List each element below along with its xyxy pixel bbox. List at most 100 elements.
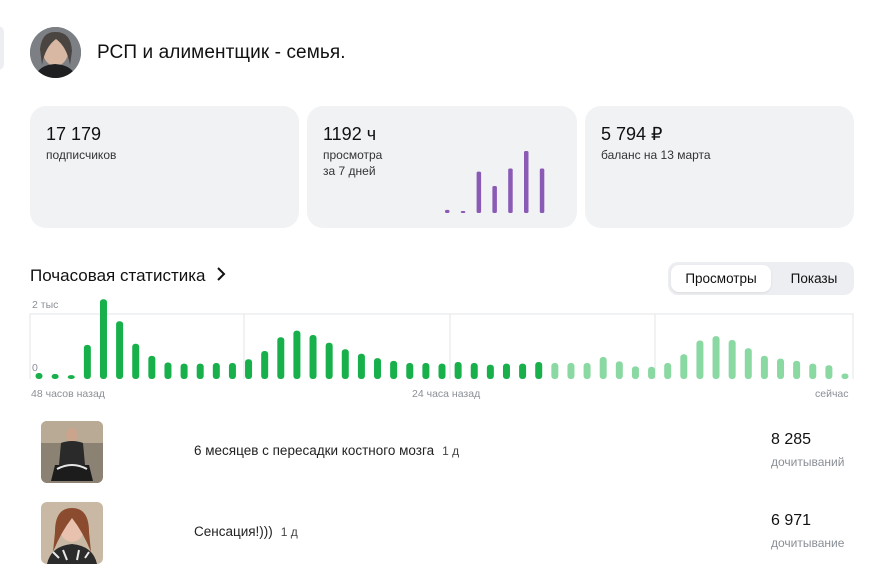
hourly-bar[interactable] (325, 342, 333, 379)
tab-views[interactable]: Просмотры (671, 265, 771, 292)
list-item[interactable]: Сенсация!))) 1 д 6 971 дочитывание (0, 502, 881, 564)
hourly-bar[interactable] (357, 353, 365, 379)
hourly-bar[interactable] (760, 355, 768, 379)
hourly-bar[interactable] (648, 366, 656, 379)
hourly-stats-link[interactable]: Почасовая статистика (30, 266, 226, 286)
video-age: 1 д (442, 444, 460, 458)
views-bar (524, 151, 529, 213)
hourly-bar[interactable] (422, 363, 430, 379)
hourly-bar[interactable] (245, 359, 253, 379)
hourly-bar[interactable] (148, 355, 156, 379)
hourly-bar[interactable] (116, 321, 124, 379)
views-bar (445, 209, 450, 213)
hourly-bar[interactable] (793, 360, 801, 379)
hourly-bar[interactable] (35, 372, 43, 379)
hourly-bar[interactable] (261, 350, 269, 379)
subscribers-value: 17 179 (46, 124, 102, 144)
tab-impressions[interactable]: Показы (790, 271, 838, 286)
views-label-line2: за 7 дней (323, 164, 376, 178)
video-title-text: Сенсация!))) (194, 524, 273, 539)
views-bar (476, 171, 482, 213)
hourly-bar[interactable] (535, 361, 543, 379)
hourly-bar[interactable] (615, 361, 623, 379)
hourly-bar[interactable] (67, 375, 75, 379)
views-bar (460, 211, 466, 213)
hourly-bar[interactable] (309, 335, 317, 379)
hourly-bar[interactable] (680, 354, 688, 379)
hourly-bar[interactable] (180, 363, 188, 379)
hourly-bar[interactable] (825, 365, 833, 379)
hourly-bar[interactable] (696, 340, 704, 380)
hourly-bar[interactable] (341, 349, 349, 379)
video-title-text: 6 месяцев с пересадки костного мозга (194, 443, 435, 458)
hourly-bar[interactable] (83, 344, 91, 379)
hourly-bar[interactable] (406, 363, 414, 379)
hourly-bar[interactable] (454, 361, 462, 379)
hourly-bar[interactable] (486, 364, 494, 379)
hourly-chart (29, 299, 854, 380)
balance-card[interactable]: 5 794 ₽ баланс на 13 марта (585, 106, 854, 228)
chart-frame (29, 313, 854, 379)
views-value: 1192 ч (323, 124, 377, 144)
channel-title: РСП и алиментщик - семья. (97, 41, 346, 63)
hourly-bar[interactable] (712, 336, 720, 379)
hourly-bar[interactable] (583, 363, 591, 379)
x-label-24h: 24 часа назад (412, 388, 481, 400)
views-label-line1: просмотра (323, 148, 383, 162)
hourly-bar[interactable] (728, 339, 736, 379)
hourly-bar[interactable] (567, 363, 575, 379)
video-read-count: 6 971 (771, 512, 812, 529)
hourly-bar[interactable] (212, 363, 220, 379)
hourly-bar[interactable] (664, 363, 672, 379)
views-sparkline (445, 151, 545, 213)
video-title[interactable]: 6 месяцев с пересадки костного мозга 1 д (194, 443, 459, 458)
hourly-bar[interactable] (293, 330, 301, 379)
views-card[interactable]: 1192 ч просмотра за 7 дней (307, 106, 577, 228)
hourly-bar[interactable] (470, 363, 478, 379)
metric-toggle: Просмотры Показы (668, 262, 854, 295)
list-item[interactable]: 6 месяцев с пересадки костного мозга 1 д … (0, 421, 881, 483)
hourly-bar[interactable] (599, 357, 607, 379)
channel-header: РСП и алиментщик - семья. (30, 27, 346, 78)
hourly-bar[interactable] (51, 374, 59, 379)
hourly-bar[interactable] (228, 363, 236, 379)
video-read-count-label: дочитываний (771, 455, 845, 469)
hourly-bar[interactable] (132, 343, 140, 379)
hourly-bar[interactable] (809, 363, 817, 379)
video-thumbnail[interactable] (41, 502, 103, 564)
video-read-count-label: дочитывание (771, 536, 845, 550)
hourly-bar[interactable] (438, 363, 446, 379)
balance-label: баланс на 13 марта (601, 148, 711, 162)
views-bar (508, 168, 513, 213)
y-axis-top-label: 2 тыс (32, 299, 59, 311)
video-thumbnail[interactable] (41, 421, 103, 483)
hourly-bar[interactable] (777, 358, 785, 379)
hourly-bar[interactable] (277, 337, 285, 379)
x-label-now: сейчас (815, 388, 849, 400)
subscribers-label: подписчиков (46, 148, 117, 162)
hourly-bar[interactable] (519, 363, 527, 379)
chevron-right-icon (216, 266, 226, 286)
hourly-bar[interactable] (99, 299, 107, 379)
video-read-count: 8 285 (771, 431, 812, 448)
hourly-bar[interactable] (196, 363, 204, 379)
video-title[interactable]: Сенсация!))) 1 д (194, 524, 298, 539)
hourly-bar[interactable] (551, 363, 559, 379)
hourly-bar[interactable] (841, 373, 849, 380)
subscribers-card[interactable]: 17 179 подписчиков (30, 106, 299, 228)
hourly-bar[interactable] (631, 366, 639, 379)
views-bar (539, 168, 545, 213)
subscribers-sparkline (30, 106, 299, 228)
hourly-bar[interactable] (744, 348, 752, 379)
hourly-bar[interactable] (390, 360, 398, 379)
views-label: просмотра за 7 дней (323, 147, 382, 179)
y-axis-zero-label: 0 (32, 362, 38, 374)
avatar[interactable] (30, 27, 81, 78)
hourly-bar[interactable] (502, 363, 510, 379)
side-panel-tab[interactable] (0, 26, 4, 70)
x-label-48h: 48 часов назад (31, 388, 105, 400)
hourly-bar[interactable] (164, 362, 172, 380)
hourly-bar[interactable] (374, 358, 382, 379)
video-age: 1 д (280, 525, 298, 539)
balance-value: 5 794 ₽ (601, 124, 663, 144)
